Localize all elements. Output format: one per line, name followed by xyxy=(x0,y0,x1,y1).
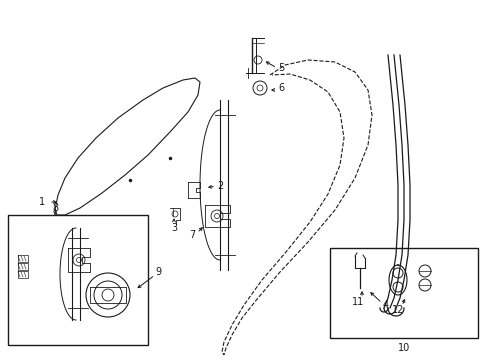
Text: 7: 7 xyxy=(188,230,195,240)
Bar xyxy=(8,215,148,345)
Text: 9: 9 xyxy=(155,267,161,277)
Text: 4: 4 xyxy=(382,300,388,310)
Text: 2: 2 xyxy=(217,181,223,191)
Text: 5: 5 xyxy=(278,63,284,73)
Text: 8: 8 xyxy=(52,203,58,213)
Text: 12: 12 xyxy=(391,305,404,315)
Text: 3: 3 xyxy=(171,223,177,233)
Text: 11: 11 xyxy=(351,297,364,307)
Text: 6: 6 xyxy=(278,83,284,93)
Text: 1: 1 xyxy=(39,197,45,207)
Text: 10: 10 xyxy=(397,343,409,353)
Bar xyxy=(329,248,477,338)
